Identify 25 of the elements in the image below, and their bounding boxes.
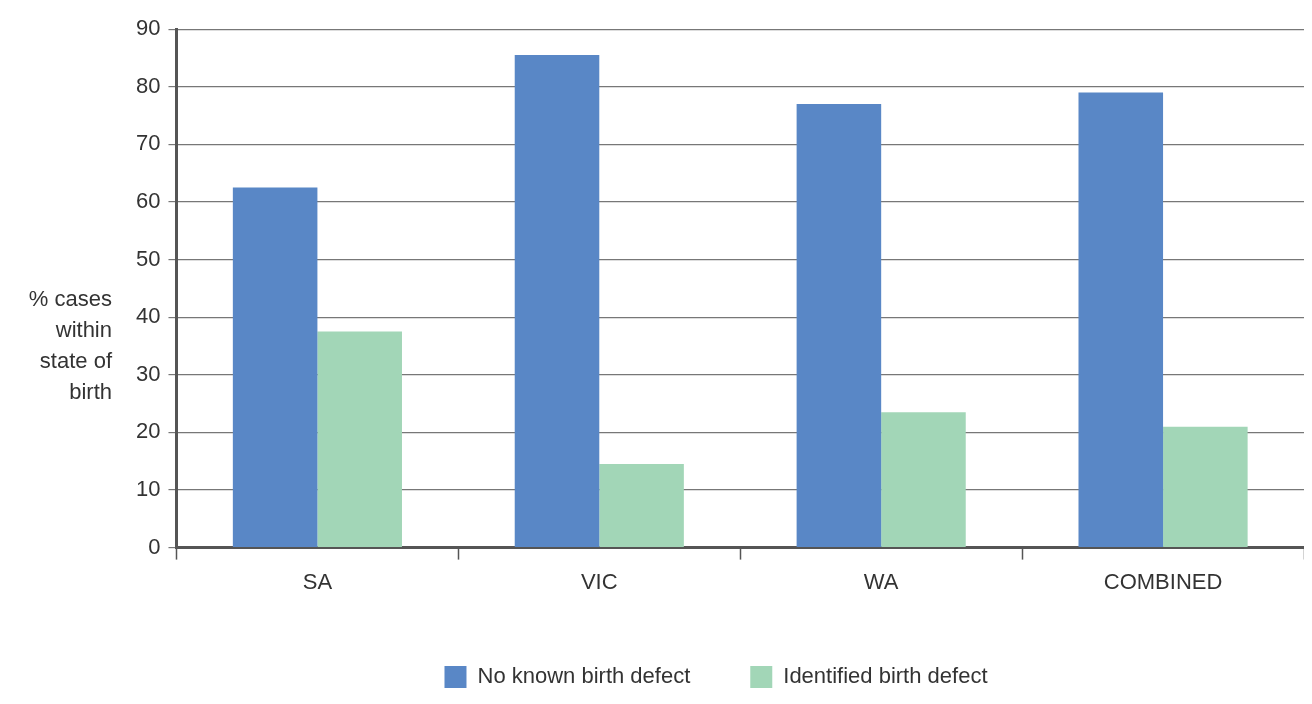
- x-tick-label: COMBINED: [1103, 568, 1223, 594]
- bar: [317, 331, 402, 547]
- y-tick-label: 20: [135, 418, 161, 444]
- bar: [796, 104, 882, 547]
- y-tick-label: 50: [135, 245, 161, 271]
- y-tick-label: 90: [135, 15, 161, 41]
- y-tick-label: 30: [135, 360, 161, 386]
- y-tick-label: 0: [148, 533, 161, 559]
- legend-label: No known birth defect: [477, 663, 691, 689]
- y-tick-label: 40: [135, 303, 161, 329]
- y-axis-title: % cases within state of birth: [27, 285, 112, 406]
- legend-label: Identified birth defect: [783, 663, 988, 689]
- x-tick-label: SA: [302, 568, 333, 594]
- y-tick-label: 60: [135, 188, 161, 214]
- x-tick-label: VIC: [580, 568, 618, 594]
- y-tick-label: 80: [135, 72, 161, 98]
- y-tick-label: 10: [135, 476, 161, 502]
- bar: [1078, 92, 1164, 547]
- bar: [514, 55, 600, 547]
- bar: [232, 187, 318, 547]
- bar: [881, 412, 966, 547]
- x-tick-label: WA: [863, 568, 899, 594]
- bar: [1163, 426, 1248, 547]
- y-tick-label: 70: [135, 130, 161, 156]
- bar: [599, 464, 684, 547]
